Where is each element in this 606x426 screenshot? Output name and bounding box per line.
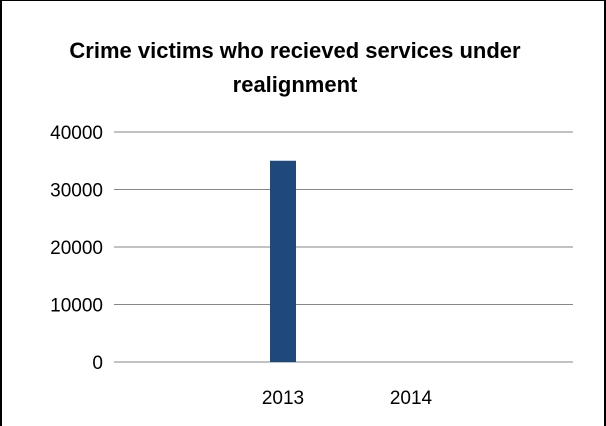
x-axis-tick-labels: 2013 2014 [262, 388, 433, 409]
gridlines [114, 131, 573, 363]
y-tick-label: 0 [92, 353, 103, 374]
y-axis-tick-labels: 0 10000 20000 30000 40000 [50, 123, 103, 374]
y-tick-label: 10000 [50, 296, 103, 317]
chart-title: Crime victims who recieved services unde… [69, 38, 521, 97]
bars [270, 160, 296, 362]
bar-2013 [270, 160, 296, 362]
y-tick-label: 20000 [50, 238, 103, 259]
y-tick-label: 30000 [50, 181, 103, 202]
y-tick-label: 40000 [50, 123, 103, 144]
x-tick-label-2014: 2014 [390, 388, 433, 409]
x-tick-label-2013: 2013 [262, 388, 304, 409]
